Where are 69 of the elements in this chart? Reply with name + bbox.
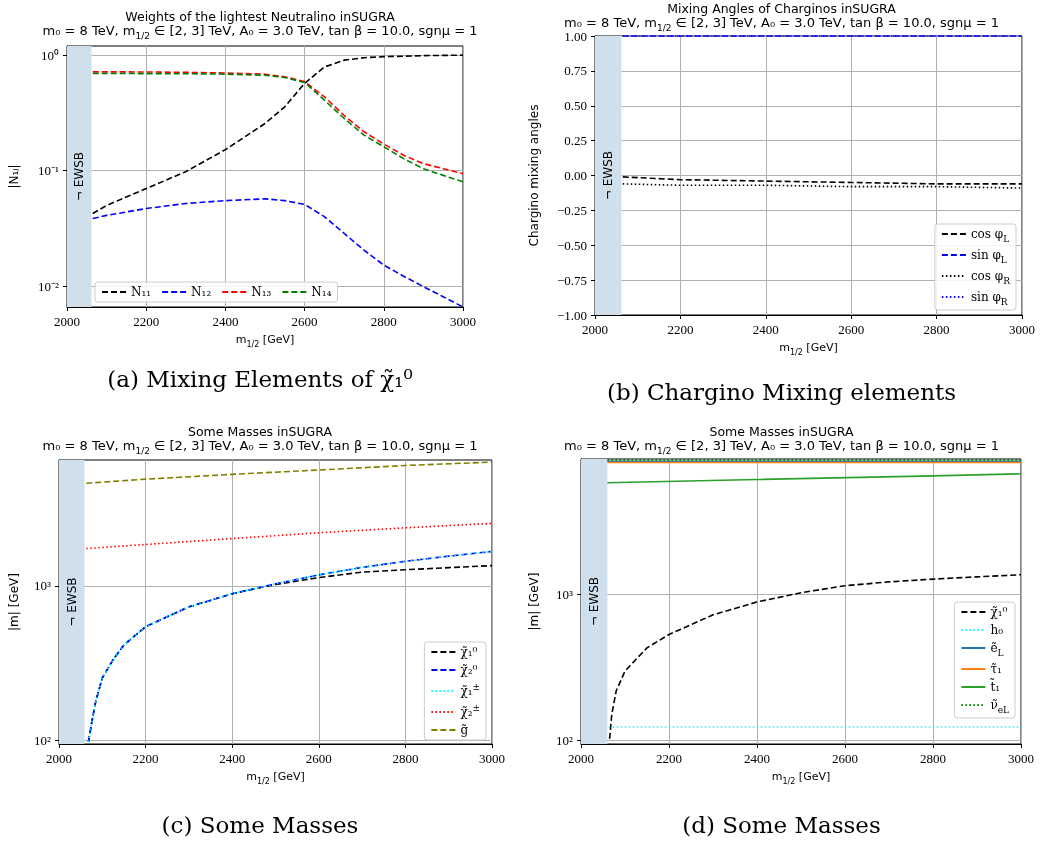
x-tick-label: 3000 — [450, 314, 476, 329]
legend-label: N₁₄ — [311, 285, 332, 299]
y-axis-title: Chargino mixing angles — [527, 104, 541, 247]
band-label: ¬ EWSB — [72, 151, 87, 202]
x-tick-label: 2200 — [132, 751, 159, 766]
y-tick-label: 0.75 — [564, 63, 587, 79]
chart-title: Some Masses inSUGRA — [709, 424, 854, 439]
legend-label: g̃ — [460, 723, 469, 737]
text: (a) Mixing Elements of χ̃₁⁰ — [106, 366, 414, 392]
x-tick-label: 3000 — [1008, 751, 1034, 766]
x-tick-label: 2600 — [832, 751, 858, 766]
chart-title: Mixing Angles of Charginos inSUGRA — [667, 1, 897, 16]
text: (d) Some Masses — [681, 812, 882, 838]
x-tick-label: 2600 — [291, 314, 318, 329]
legend-label: χ̃₂± — [460, 702, 481, 719]
y-tick-label: −1.00 — [556, 307, 587, 323]
legend-label: χ̃₁⁰ — [990, 605, 1008, 619]
y-tick-label: 10³ — [34, 578, 52, 594]
x-tick-label: 2400 — [752, 322, 779, 337]
y-tick-label: 0.50 — [564, 98, 587, 114]
x-tick-label: 2800 — [392, 751, 419, 766]
x-tick-label: 2800 — [920, 751, 946, 766]
chart-title: Some Masses inSUGRA — [188, 424, 333, 439]
y-tick-label: 10³ — [556, 586, 574, 602]
x-tick-label: 2800 — [923, 322, 950, 337]
x-tick-label: 2400 — [219, 751, 246, 766]
y-tick-label: 10² — [556, 732, 574, 748]
x-tick-label: 2600 — [838, 322, 865, 337]
x-tick-label: 2400 — [744, 751, 770, 766]
text: (c) Some Masses — [160, 812, 360, 838]
legend-label: t̃₁ — [990, 678, 1001, 694]
x-tick-label: 2600 — [305, 751, 332, 766]
x-tick-label: 3000 — [1009, 322, 1035, 337]
y-tick-label: 1.00 — [564, 28, 587, 44]
x-tick-label: 2800 — [370, 314, 397, 329]
y-tick-label: −0.25 — [556, 202, 587, 218]
legend-label: N₁₂ — [191, 285, 212, 299]
legend-label: τ̃₁ — [990, 662, 1002, 676]
x-tick-label: 2000 — [54, 314, 80, 329]
y-axis-title: |N₁ⱼ| — [7, 164, 21, 189]
x-tick-label: 2200 — [667, 322, 694, 337]
legend-label: N₁₁ — [131, 285, 152, 299]
band-label: ¬ EWSB — [587, 576, 602, 627]
y-axis-title: |m| [GeV] — [7, 573, 21, 631]
x-tick-label: 2200 — [133, 314, 160, 329]
x-tick-label: 2200 — [656, 751, 682, 766]
y-tick-label: 10⁻² — [38, 278, 60, 294]
legend-label: h₀ — [990, 623, 1004, 637]
y-tick-label: 10⁰ — [41, 47, 59, 63]
x-tick-label: 2000 — [568, 751, 594, 766]
text: (b) Chargino Mixing elements — [605, 379, 958, 405]
legend-label: N₁₃ — [251, 285, 272, 299]
legend-label: χ̃₁± — [460, 681, 481, 698]
legend-label: χ̃₁⁰ — [460, 645, 478, 659]
chart-title: Weights of the lightest Neutralino inSUGRA — [125, 9, 396, 24]
x-tick-label: 2400 — [212, 314, 239, 329]
x-tick-label: 2000 — [46, 751, 72, 766]
legend-label: χ̃₂⁰ — [460, 663, 478, 677]
x-tick-label: 2000 — [582, 322, 608, 337]
y-tick-label: −0.75 — [556, 272, 587, 288]
x-tick-label: 3000 — [479, 751, 505, 766]
y-tick-label: 0.25 — [564, 133, 587, 149]
y-tick-label: 10² — [34, 733, 52, 749]
band-label: ¬ EWSB — [64, 577, 79, 627]
y-axis-title: |m| [GeV] — [527, 572, 541, 631]
band-label: ¬ EWSB — [601, 150, 616, 201]
y-tick-label: 10⁻¹ — [38, 163, 60, 179]
y-tick-label: −0.50 — [556, 237, 587, 253]
y-tick-label: 0.00 — [564, 168, 587, 183]
